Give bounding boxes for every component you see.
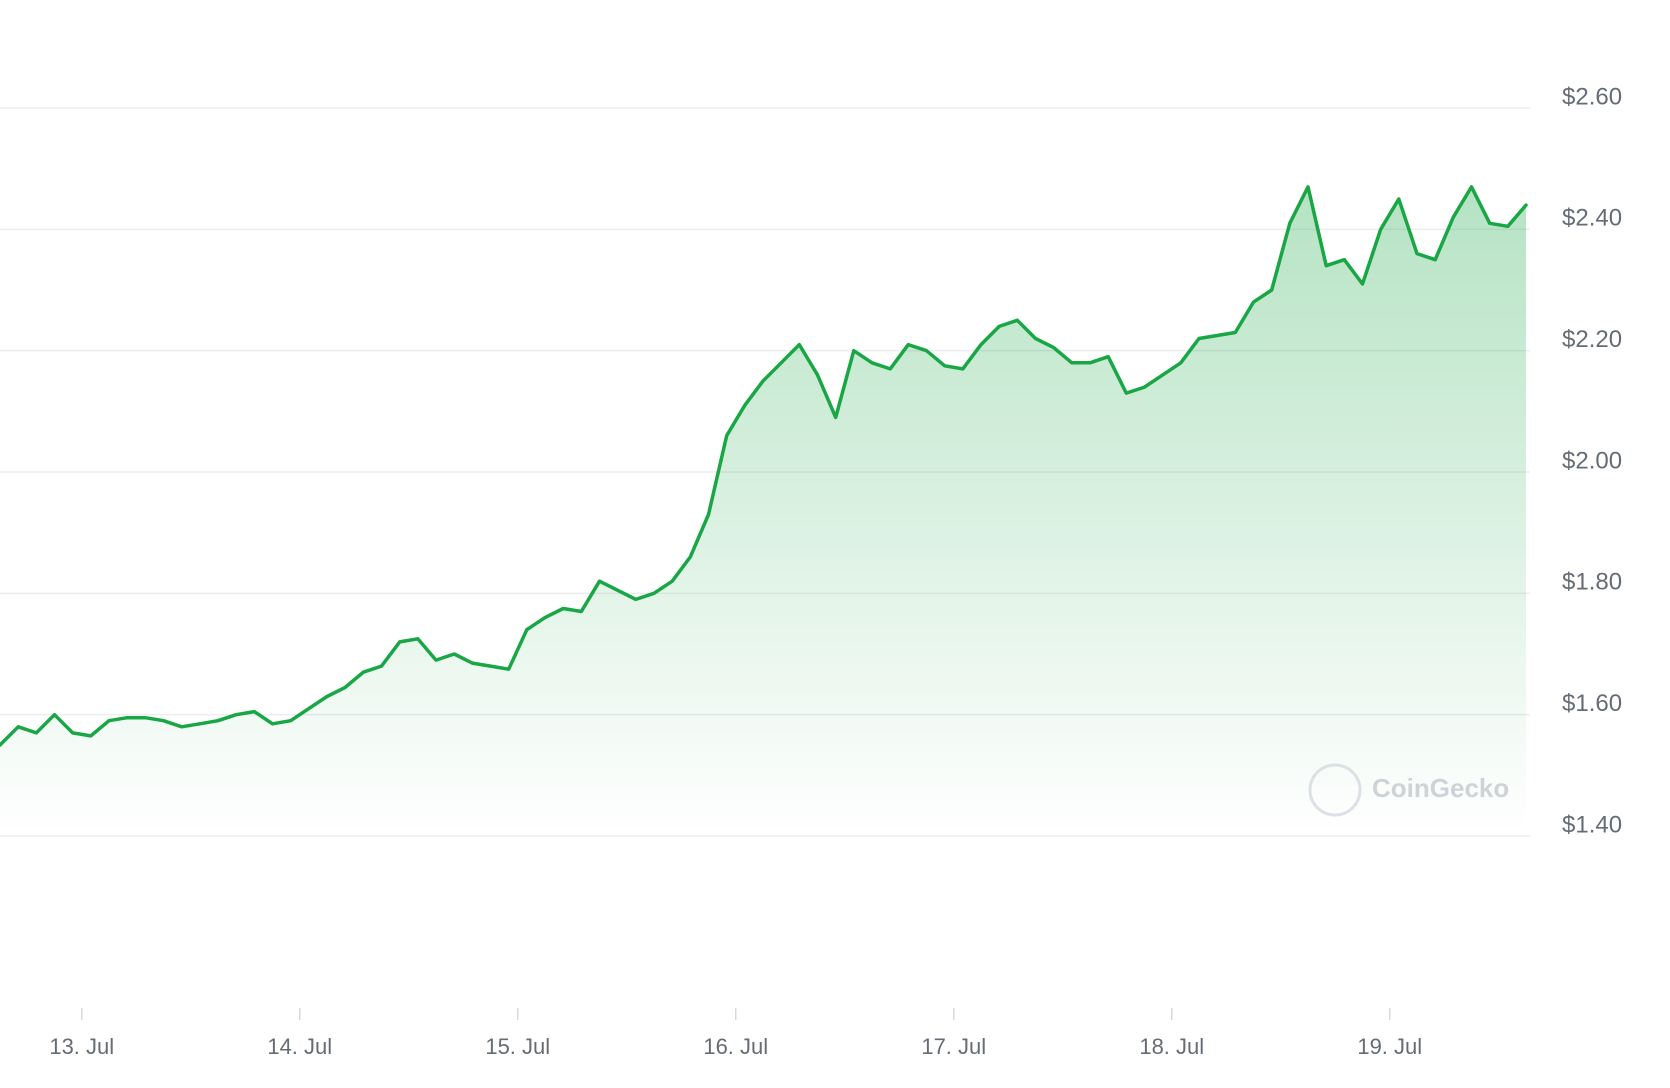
price-line [0,185,1528,747]
watermark: CoinGecko [1308,763,1509,817]
x-tick-label: 17. Jul [921,1034,986,1059]
x-tick-label: 16. Jul [703,1034,768,1059]
watermark-logo [1308,763,1362,817]
y-tick-label: $2.60 [1562,83,1622,110]
x-tick-label: 14. Jul [267,1034,332,1059]
x-tick-label: 19. Jul [1357,1034,1422,1059]
watermark-text: CoinGecko [1372,773,1509,803]
y-tick-label: $2.00 [1562,447,1622,474]
y-tick-label: $1.80 [1562,569,1622,596]
x-tick-label: 13. Jul [49,1034,114,1059]
y-tick-label: $1.60 [1562,690,1622,717]
y-tick-label: $2.40 [1562,205,1622,232]
price-area [0,186,1526,836]
y-tick-label: $2.20 [1562,326,1622,353]
x-tick-label: 18. Jul [1139,1034,1204,1059]
y-tick-label: $1.40 [1562,811,1622,838]
x-tick-label: 15. Jul [485,1034,550,1059]
